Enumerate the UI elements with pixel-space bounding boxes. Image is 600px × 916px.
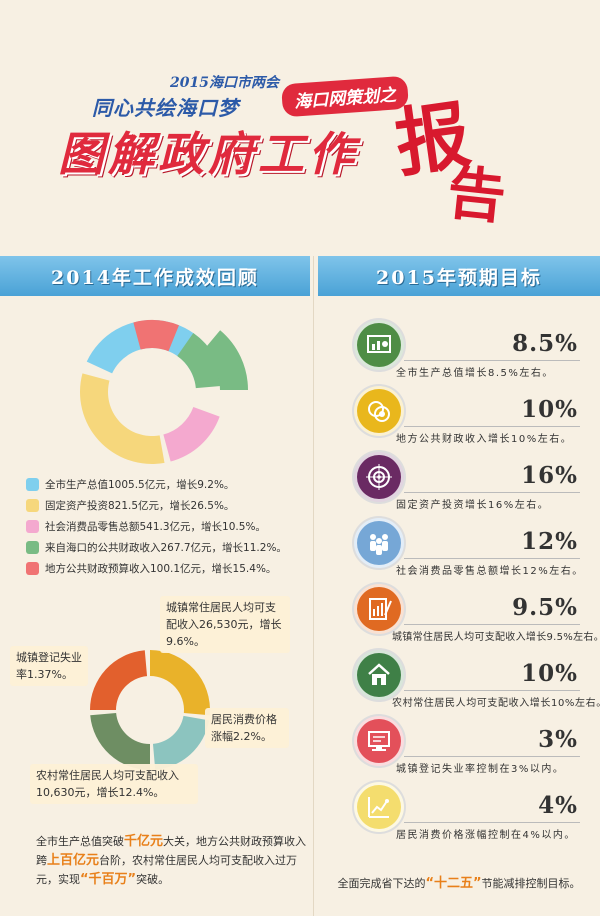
ring-segment bbox=[152, 715, 210, 770]
goal-gdp: 8.5% 全市生产总值增长8.5%左右。 bbox=[352, 318, 592, 384]
donut-segment bbox=[177, 333, 224, 389]
legend-swatch bbox=[26, 520, 39, 533]
legend-label: 社会消费品零售总额541.3亿元，增长10.5%。 bbox=[45, 521, 266, 533]
goal-rural-income: 10% 农村常住居民人均可支配收入增长10%左右。 bbox=[352, 648, 600, 714]
goal-underline bbox=[404, 360, 580, 361]
legend-item: 地方公共财政预算收入100.1亿元，增长15.4%。 bbox=[26, 558, 316, 579]
note-text: 节能减排控制目标。 bbox=[481, 877, 581, 890]
goal-description: 全市生产总值增长8.5%左右。 bbox=[396, 368, 554, 379]
subtitle-year: 2015海口市两会 bbox=[170, 75, 279, 91]
donut-segment bbox=[202, 330, 248, 390]
callout-urban-income: 城镇常住居民人均可支配收入26,530元，增长9.6%。 bbox=[160, 596, 290, 653]
goal-description: 城镇常住居民人均可支配收入增长9.5%左右。 bbox=[392, 632, 600, 643]
donut-segment bbox=[133, 320, 179, 352]
goal-urban-income: 9.5% 城镇常住居民人均可支配收入增长9.5%左右。 bbox=[352, 582, 600, 648]
livelihood-donut bbox=[90, 650, 210, 770]
section-heading-2015: 2015年预期目标 bbox=[318, 256, 600, 296]
legend-swatch bbox=[26, 541, 39, 554]
summary-text: 突破。 bbox=[136, 873, 170, 886]
callout-rural-income: 农村常住居民人均可支配收入10,630元，增长12.4%。 bbox=[30, 764, 198, 804]
goal-value: 4% bbox=[538, 792, 578, 819]
energy-saving-note: 全面完成省下达的“十二五”节能减排控制目标。 bbox=[318, 872, 600, 891]
legend-swatch bbox=[26, 499, 39, 512]
house-icon bbox=[354, 650, 404, 700]
legend-item: 全市生产总值1005.5亿元，增长9.2%。 bbox=[26, 474, 316, 495]
page-title: 图解政府工作 bbox=[58, 127, 358, 181]
legend-swatch bbox=[26, 478, 39, 491]
donut-segment bbox=[163, 407, 220, 462]
header: 2015海口市两会 同心共绘海口梦 海口网策划之 图解政府工作 报 告 bbox=[0, 0, 600, 250]
goal-description: 城镇登记失业率控制在3%以内。 bbox=[396, 764, 565, 775]
goal-value: 10% bbox=[521, 660, 578, 687]
goal-description: 地方公共财政收入增长10%左右。 bbox=[396, 434, 573, 445]
goal-value: 12% bbox=[521, 528, 578, 555]
legend-label: 固定资产投资821.5亿元，增长26.5%。 bbox=[45, 500, 235, 512]
column-divider bbox=[313, 256, 314, 916]
goal-unemployment: 3% 城镇登记失业率控制在3%以内。 bbox=[352, 714, 592, 780]
goal-underline bbox=[404, 756, 580, 757]
legend-label: 地方公共财政预算收入100.1亿元，增长15.4%。 bbox=[45, 563, 277, 575]
section-heading-2014: 2014年工作成效回顾 bbox=[0, 256, 310, 296]
computer-icon bbox=[354, 716, 404, 766]
summary-highlight: 上百亿元 bbox=[47, 853, 100, 868]
legend-label: 来自海口的公共财政收入267.7亿元，增长11.2%。 bbox=[45, 542, 287, 554]
summary-highlight: 千亿元 bbox=[124, 834, 164, 849]
goal-description: 固定资产投资增长16%左右。 bbox=[396, 500, 550, 511]
goal-value: 3% bbox=[538, 726, 578, 753]
ring-segment bbox=[90, 650, 148, 710]
goal-value: 9.5% bbox=[512, 594, 578, 621]
summary-text: 全市生产总值突破 bbox=[36, 835, 124, 848]
note-highlight: “十二五” bbox=[425, 876, 482, 891]
achievements-donut bbox=[79, 320, 248, 464]
goal-value: 10% bbox=[521, 396, 578, 423]
goal-value: 8.5% bbox=[512, 330, 578, 357]
goal-underline bbox=[404, 624, 580, 625]
note-text: 全面完成省下达的 bbox=[337, 877, 426, 890]
summary-text: 台阶，农村常住居民人均可支配收入过万元，实现 bbox=[36, 854, 298, 886]
goal-description: 农村常住居民人均可支配收入增长10%左右。 bbox=[392, 698, 600, 709]
page-title-big-2: 告 bbox=[444, 158, 509, 232]
goal-underline bbox=[404, 426, 580, 427]
legend-item: 来自海口的公共财政收入267.7亿元，增长11.2%。 bbox=[26, 537, 316, 558]
callout-cpi: 居民消费价格涨幅2.2%。 bbox=[205, 708, 289, 748]
goal-underline bbox=[404, 690, 580, 691]
legend-item: 固定资产投资821.5亿元，增长26.5%。 bbox=[26, 495, 316, 516]
coins-icon bbox=[354, 386, 404, 436]
goal-fixed-investment: 16% 固定资产投资增长16%左右。 bbox=[352, 450, 592, 516]
goal-value: 16% bbox=[521, 462, 578, 489]
document-chart-icon bbox=[354, 584, 404, 634]
subtitle-slogan: 同心共绘海口梦 bbox=[92, 96, 239, 120]
goal-fiscal-revenue: 10% 地方公共财政收入增长10%左右。 bbox=[352, 384, 592, 450]
legend-swatch bbox=[26, 562, 39, 575]
goal-description: 居民消费价格涨幅控制在4%以内。 bbox=[396, 830, 576, 841]
achievements-summary: 全市生产总值突破千亿元大关，地方公共财政预算收入跨上百亿元台阶，农村常住居民人均… bbox=[36, 832, 312, 889]
target-icon bbox=[354, 452, 404, 502]
people-icon bbox=[354, 518, 404, 568]
legend-label: 全市生产总值1005.5亿元，增长9.2%。 bbox=[45, 479, 235, 491]
goal-underline bbox=[404, 558, 580, 559]
ring-segment bbox=[150, 650, 210, 716]
chart-light-icon bbox=[354, 782, 404, 832]
goal-description: 社会消费品零售总额增长12%左右。 bbox=[396, 566, 584, 577]
callout-unemployment: 城镇登记失业率1.37%。 bbox=[10, 646, 88, 686]
summary-highlight: “千百万” bbox=[80, 872, 137, 887]
legend-item: 社会消费品零售总额541.3亿元，增长10.5%。 bbox=[26, 516, 316, 537]
summary-text: 大关，地方公共财政预算收入跨 bbox=[36, 835, 307, 867]
donut-segment bbox=[79, 373, 165, 464]
ring-segment bbox=[90, 712, 150, 770]
goal-underline bbox=[404, 492, 580, 493]
chart-board-icon bbox=[354, 320, 404, 370]
goal-underline bbox=[404, 822, 580, 823]
achievements-legend: 全市生产总值1005.5亿元，增长9.2%。 固定资产投资821.5亿元，增长2… bbox=[26, 474, 316, 579]
goal-retail-sales: 12% 社会消费品零售总额增长12%左右。 bbox=[352, 516, 592, 582]
goal-cpi: 4% 居民消费价格涨幅控制在4%以内。 bbox=[352, 780, 592, 846]
